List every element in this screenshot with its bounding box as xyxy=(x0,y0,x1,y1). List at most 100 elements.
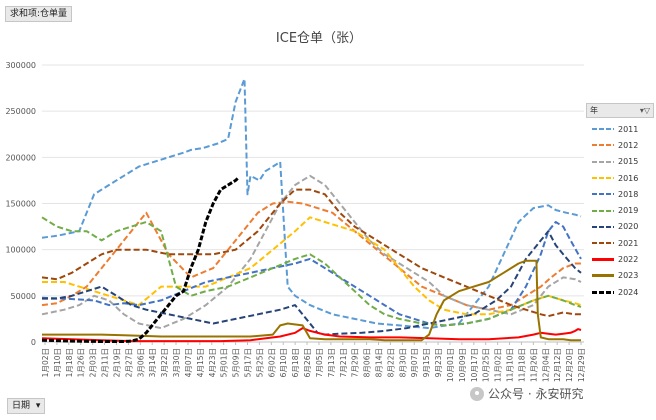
x-tick-label: 12月12日 xyxy=(553,348,562,382)
x-tick-label: 11月02日 xyxy=(494,348,503,382)
legend-label: 2021 xyxy=(618,238,639,248)
x-tick-label: 10月09日 xyxy=(458,348,467,382)
series-lines xyxy=(41,77,582,343)
legend-item-2016: 2016 xyxy=(586,170,654,186)
series-line-2023 xyxy=(42,259,581,342)
x-tick-label: 9月15日 xyxy=(422,348,431,377)
x-tick-label: 11月10日 xyxy=(506,348,515,382)
x-tick-label: 4月15日 xyxy=(196,348,205,377)
legend-label: 2016 xyxy=(618,173,639,183)
legend-swatch xyxy=(592,274,614,278)
x-tick-label: 6月10日 xyxy=(279,348,288,377)
series-line-2020 xyxy=(42,230,582,336)
y-tick-label: 200000 xyxy=(5,153,36,162)
chevron-down-icon: ▾ xyxy=(35,401,41,411)
x-tick-label: 9月23日 xyxy=(434,348,443,377)
x-tick-label: 3月30日 xyxy=(172,348,181,377)
chart-legend: 年 ▾▽ 2011 2012 2015 2016 2018 2019 2020 2021 202… xyxy=(586,103,654,300)
x-tick-label: 10月01日 xyxy=(446,348,455,382)
x-tick-label: 1月10日 xyxy=(53,348,62,377)
series-line-2018 xyxy=(41,221,582,327)
x-tick-label: 6月26日 xyxy=(303,348,312,377)
x-tick-label: 10月25日 xyxy=(482,348,491,382)
x-tick-label: 4月23日 xyxy=(208,348,217,377)
x-tick-label: 7月13日 xyxy=(327,348,336,377)
series-line-2011 xyxy=(41,77,582,330)
x-tick-label: 10月17日 xyxy=(470,348,479,382)
wechat-logo-icon xyxy=(470,386,484,401)
legend-item-2019: 2019 xyxy=(586,202,654,218)
legend-label: 2015 xyxy=(618,157,639,167)
x-axis-ticks: 1月02日 1月10日 1月18日 1月26日 2月03日 2月11日 2月19日 2月27日… xyxy=(41,342,586,382)
x-tick-label: 7月29日 xyxy=(351,348,360,377)
legend-swatch xyxy=(592,177,614,180)
legend-item-2022: 2022 xyxy=(586,251,654,267)
x-tick-label: 12月20日 xyxy=(565,348,574,382)
legend-item-2018: 2018 xyxy=(586,186,654,202)
series-line-2012 xyxy=(41,200,581,311)
y-tick-label: 250000 xyxy=(5,107,36,116)
pivot-value-field-button[interactable]: 求和项:仓单量 xyxy=(5,6,73,22)
x-tick-label: 6月02日 xyxy=(267,348,276,377)
grid-lines xyxy=(42,64,584,297)
x-tick-label: 3月14日 xyxy=(148,348,157,377)
legend-swatch xyxy=(592,128,614,131)
legend-swatch xyxy=(592,193,614,196)
pivot-value-field-label: 求和项:仓单量 xyxy=(10,9,68,19)
legend-item-2020: 2020 xyxy=(586,219,654,235)
series-line-2019 xyxy=(41,216,582,327)
y-tick-label: 300000 xyxy=(5,61,36,70)
x-tick-label: 2月11日 xyxy=(101,348,110,377)
x-tick-label: 1月02日 xyxy=(41,348,50,377)
pivot-date-field-label: 日期 xyxy=(12,401,31,411)
legend-label: 2020 xyxy=(618,222,639,232)
series-line-2016 xyxy=(42,216,582,316)
legend-swatch xyxy=(592,209,614,212)
x-tick-label: 11月26日 xyxy=(529,348,538,382)
x-tick-label: 3月22日 xyxy=(160,348,169,377)
legend-year-filter-button[interactable]: 年 ▾▽ xyxy=(586,103,654,118)
legend-label: 2024 xyxy=(618,287,639,297)
legend-swatch xyxy=(592,225,614,228)
x-tick-label: 12月29日 xyxy=(577,348,586,382)
x-tick-label: 8月22日 xyxy=(386,348,395,377)
legend-swatch xyxy=(592,258,614,262)
series-line-2022 xyxy=(41,327,582,343)
y-axis-ticks: 0 50000 100000 150000 200000 250000 300000 xyxy=(5,61,36,347)
legend-swatch xyxy=(592,144,614,147)
series-line-2021 xyxy=(41,188,581,318)
legend-items: 2011 2012 2015 2016 2018 2019 2020 2021 2022 2023… xyxy=(586,121,654,300)
legend-item-2015: 2015 xyxy=(586,154,654,170)
x-tick-label: 1月18日 xyxy=(65,348,74,377)
x-tick-label: 5月01日 xyxy=(220,348,229,377)
legend-item-2023: 2023 xyxy=(586,268,654,284)
legend-label: 2018 xyxy=(618,189,639,199)
legend-label: 2022 xyxy=(618,255,639,265)
x-tick-label: 8月06日 xyxy=(363,348,372,377)
legend-item-2024: 2024 xyxy=(586,284,654,300)
x-tick-label: 8月30日 xyxy=(398,348,407,377)
x-tick-label: 4月07日 xyxy=(184,348,193,377)
legend-item-2021: 2021 xyxy=(586,235,654,251)
x-tick-label: 6月18日 xyxy=(291,348,300,377)
x-tick-label: 5月09日 xyxy=(232,348,241,377)
legend-label: 2023 xyxy=(618,271,639,281)
y-tick-label: 0 xyxy=(31,338,36,347)
y-tick-label: 150000 xyxy=(5,200,36,209)
pivot-date-field-button[interactable]: 日期 ▾ xyxy=(7,398,46,414)
x-tick-label: 11月18日 xyxy=(517,348,526,382)
legend-header-label: 年 xyxy=(590,106,598,115)
x-tick-label: 7月21日 xyxy=(339,348,348,377)
x-tick-label: 5月25日 xyxy=(255,348,264,377)
legend-swatch xyxy=(592,242,614,245)
filter-icon[interactable]: ▾▽ xyxy=(639,106,650,115)
series-line-2024 xyxy=(41,176,240,343)
y-tick-label: 50000 xyxy=(11,292,36,301)
legend-item-2012: 2012 xyxy=(586,137,654,153)
watermark-text: 公众号 · 永安研究 xyxy=(488,387,584,401)
watermark: 公众号 · 永安研究 xyxy=(470,385,583,402)
legend-swatch xyxy=(592,290,614,294)
legend-label: 2011 xyxy=(618,124,639,134)
x-tick-label: 7月05日 xyxy=(315,348,324,377)
